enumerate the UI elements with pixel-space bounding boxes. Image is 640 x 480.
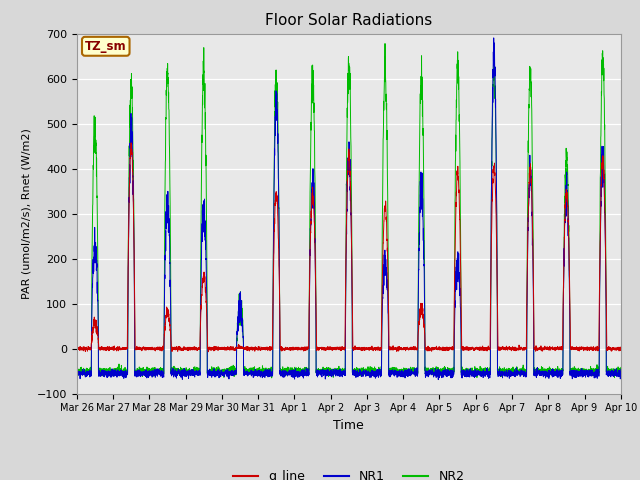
NR2: [616, 366, 624, 372]
X-axis label: Time: Time: [333, 419, 364, 432]
NR2: [268, 375, 275, 381]
Line: NR2: NR2: [77, 44, 621, 378]
Y-axis label: PAR (umol/m2/s), Rnet (W/m2): PAR (umol/m2/s), Rnet (W/m2): [21, 128, 31, 299]
Line: NR1: NR1: [77, 38, 621, 380]
q_line: [441, 347, 449, 353]
q_line: [73, 346, 81, 352]
Title: Floor Solar Radiations: Floor Solar Radiations: [265, 13, 433, 28]
NR2: [171, 367, 179, 373]
q_line: [617, 348, 625, 353]
NR2: [73, 371, 81, 377]
q_line: [171, 345, 179, 350]
NR1: [73, 370, 81, 376]
NR1: [171, 372, 179, 377]
q_line: [204, 349, 212, 355]
Legend: q_line, NR1, NR2: q_line, NR1, NR2: [228, 465, 470, 480]
NR1: [471, 370, 479, 375]
NR1: [616, 376, 624, 382]
q_line: [502, 345, 509, 350]
NR2: [329, 368, 337, 374]
NR1: [441, 370, 449, 375]
NR1: [328, 372, 336, 377]
NR1: [490, 35, 497, 41]
NR2: [502, 367, 509, 373]
NR1: [617, 367, 625, 372]
Line: q_line: q_line: [77, 143, 621, 352]
q_line: [616, 348, 624, 353]
NR2: [381, 41, 389, 47]
NR2: [441, 369, 449, 374]
q_line: [127, 140, 135, 146]
q_line: [471, 345, 479, 351]
NR2: [617, 364, 625, 370]
Text: TZ_sm: TZ_sm: [85, 40, 127, 53]
NR2: [471, 364, 479, 370]
NR1: [502, 372, 509, 378]
NR1: [435, 377, 442, 383]
q_line: [329, 345, 337, 351]
